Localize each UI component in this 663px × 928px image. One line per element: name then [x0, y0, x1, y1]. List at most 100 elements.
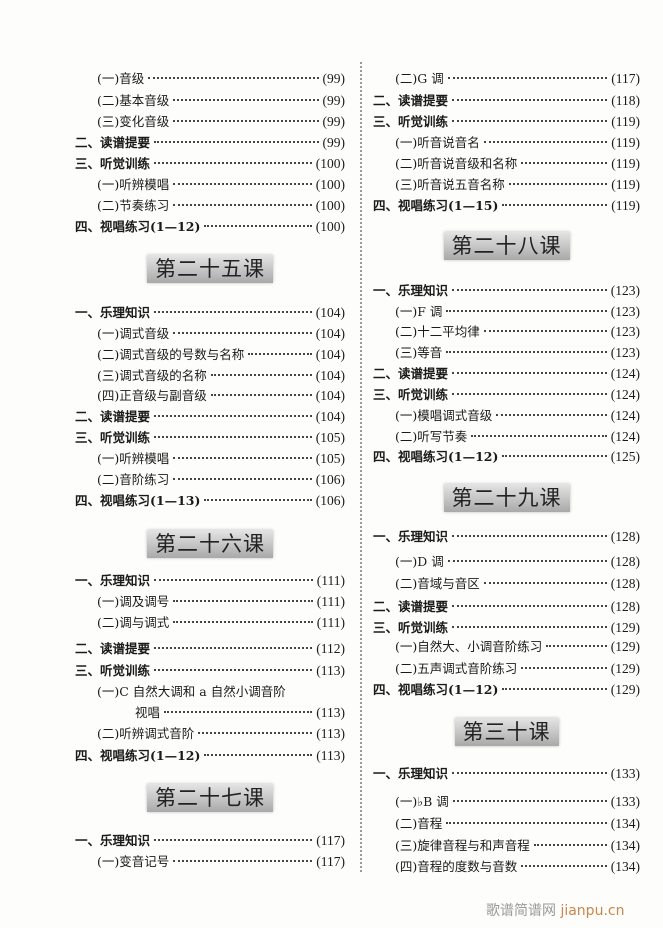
toc-entry-label: 二、读谱提要: [373, 599, 449, 614]
toc-entry-label: (一)F 调: [395, 304, 443, 319]
toc-entry[interactable]: (一)模唱调式音级 (124): [395, 407, 640, 425]
toc-entry[interactable]: 二、读谱提要 (118): [373, 92, 640, 110]
toc-entry-page: (113): [316, 748, 345, 763]
toc-entry[interactable]: (三)听音说五音名称 (119): [395, 176, 640, 194]
dot-leader: [446, 351, 607, 353]
toc-entry[interactable]: 视唱 (113): [135, 704, 345, 722]
toc-entry[interactable]: 一、乐理知识 (104): [75, 304, 345, 322]
toc-entry[interactable]: (一)听辨模唱 (105): [97, 450, 345, 468]
toc-entry[interactable]: (二)五声调式音阶练习 (129): [395, 660, 640, 678]
toc-entry-page: (134): [610, 816, 640, 831]
toc-entry-page: (123): [610, 345, 640, 360]
toc-entry-label: (一)自然大、小调音阶练习: [395, 639, 543, 654]
toc-entry[interactable]: 一、乐理知识 (123): [373, 282, 640, 300]
toc-entry[interactable]: (三)调式音级的名称 (104): [97, 367, 345, 385]
toc-entry[interactable]: (一)听辨模唱 (100): [97, 176, 345, 194]
toc-entry[interactable]: 四、视唱练习(1—12) (129): [373, 681, 640, 699]
toc-entry[interactable]: (一)调式音级 (104): [97, 325, 345, 343]
toc-entry-page: (124): [610, 366, 640, 381]
dot-leader: [210, 374, 312, 376]
toc-entry[interactable]: (一)变音记号 (117): [97, 853, 345, 871]
toc-entry[interactable]: (一)自然大、小调音阶练习 (129): [395, 638, 640, 656]
toc-entry-label: 二、读谱提要: [373, 93, 449, 108]
toc-entry[interactable]: 一、乐理知识 (111): [75, 572, 345, 590]
toc-entry[interactable]: (四)音程的度数与音数 (134): [395, 858, 640, 876]
toc-entry[interactable]: 四、视唱练习(1—15) (119): [373, 197, 640, 215]
toc-entry[interactable]: 一、乐理知识 (128): [373, 528, 640, 546]
toc-entry[interactable]: 二、读谱提要 (104): [75, 408, 345, 426]
toc-entry[interactable]: 四、视唱练习(1—13) (106): [75, 492, 345, 510]
toc-entry[interactable]: 二、读谱提要 (99): [75, 134, 345, 152]
toc-entry[interactable]: (二)调与调式 (111): [97, 614, 345, 632]
dot-leader: [173, 478, 312, 480]
toc-entry[interactable]: 二、读谱提要 (128): [373, 598, 640, 616]
dot-leader: [452, 772, 607, 774]
toc-entry[interactable]: (一)♭B 调 (133): [395, 793, 640, 811]
toc-entry[interactable]: 三、听觉训练 (129): [373, 619, 640, 637]
toc-entry-page: (123): [610, 283, 640, 298]
dot-leader: [173, 457, 312, 459]
toc-entry[interactable]: (一)调及调号 (111): [97, 593, 345, 611]
toc-entry-label: 一、乐理知识: [373, 766, 449, 781]
toc-entry-label: (三)旋律音程与和声音程: [395, 838, 530, 853]
toc-entry-label: 三、听觉训练: [75, 663, 151, 678]
toc-entry[interactable]: (一)C 自然大调和 a 自然小调音阶: [97, 683, 345, 701]
toc-entry-label: 四、视唱练习(1—12): [75, 219, 201, 234]
toc-entry[interactable]: 三、听觉训练 (100): [75, 155, 345, 173]
toc-entry-page: (99): [322, 114, 346, 129]
lesson-heading: 第二十七课: [147, 784, 273, 812]
toc-entry[interactable]: (二)调式音级的号数与名称 (104): [97, 346, 345, 364]
toc-entry-label: 一、乐理知识: [373, 283, 449, 298]
toc-entry[interactable]: (四)正音级与副音级 (104): [97, 387, 345, 405]
toc-entry[interactable]: 三、听觉训练 (113): [75, 662, 345, 680]
toc-entry[interactable]: (一)听音说音名 (119): [395, 134, 640, 152]
toc-entry[interactable]: 四、视唱练习(1—12) (125): [373, 448, 640, 466]
toc-entry-label: 四、视唱练习(1—12): [373, 682, 499, 697]
toc-entry[interactable]: 一、乐理知识 (117): [75, 832, 345, 850]
toc-entry[interactable]: (一)音级 (99): [97, 70, 345, 88]
toc-entry[interactable]: (三)等音 (123): [395, 344, 640, 362]
toc-entry[interactable]: 二、读谱提要 (124): [373, 365, 640, 383]
toc-entry[interactable]: (三)变化音级 (99): [97, 113, 345, 131]
toc-entry-label: (四)正音级与副音级: [97, 388, 207, 403]
toc-entry[interactable]: (二)节奏练习 (100): [97, 197, 345, 215]
toc-entry[interactable]: 四、视唱练习(1—12) (113): [75, 747, 345, 765]
toc-entry[interactable]: (二)音阶练习 (106): [97, 471, 345, 489]
toc-entry-page: (119): [611, 156, 640, 171]
toc-entry-label: 三、听觉训练: [373, 620, 449, 635]
dot-leader: [173, 860, 313, 862]
toc-entry[interactable]: (二)听音说音级和名称 (119): [395, 155, 640, 173]
dot-leader: [204, 225, 312, 227]
toc-entry-page: (99): [322, 71, 346, 86]
toc-entry-page: (100): [315, 156, 345, 171]
toc-entry[interactable]: 四、视唱练习(1—12) (100): [75, 218, 345, 236]
toc-entry-label: (三)等音: [395, 345, 443, 360]
toc-entry[interactable]: (二)音程 (134): [395, 815, 640, 833]
toc-entry[interactable]: 三、听觉训练 (124): [373, 386, 640, 404]
toc-entry-page: (113): [316, 726, 345, 741]
toc-entry[interactable]: (三)旋律音程与和声音程 (134): [395, 837, 640, 855]
toc-entry[interactable]: (一)D 调 (128): [395, 553, 640, 571]
toc-entry[interactable]: (二)听写节奏 (124): [395, 428, 640, 446]
dot-leader: [508, 183, 608, 185]
dot-leader: [198, 732, 313, 734]
toc-entry[interactable]: (二)G 调 (117): [395, 70, 640, 88]
toc-entry[interactable]: 三、听觉训练 (119): [373, 113, 640, 131]
toc-entry[interactable]: (二)十二平均律 (123): [395, 323, 640, 341]
dot-leader: [452, 605, 607, 607]
toc-entry-page: (105): [315, 430, 345, 445]
dot-leader: [471, 435, 607, 437]
dot-leader: [154, 162, 312, 164]
dot-leader: [447, 77, 608, 79]
toc-entry[interactable]: (二)音域与音区 (128): [395, 575, 640, 593]
toc-entry-page: (129): [610, 661, 640, 676]
toc-entry[interactable]: (二)听辨调式音阶 (113): [97, 725, 345, 743]
toc-entry[interactable]: 三、听觉训练 (105): [75, 429, 345, 447]
toc-entry[interactable]: (二)基本音级 (99): [97, 92, 345, 110]
toc-entry[interactable]: (一)F 调 (123): [395, 303, 640, 321]
toc-entry[interactable]: 二、读谱提要 (112): [75, 640, 345, 658]
toc-entry-label: (二)十二平均律: [395, 324, 480, 339]
dot-leader: [154, 415, 312, 417]
toc-entry[interactable]: 一、乐理知识 (133): [373, 765, 640, 783]
dot-leader: [502, 688, 607, 690]
